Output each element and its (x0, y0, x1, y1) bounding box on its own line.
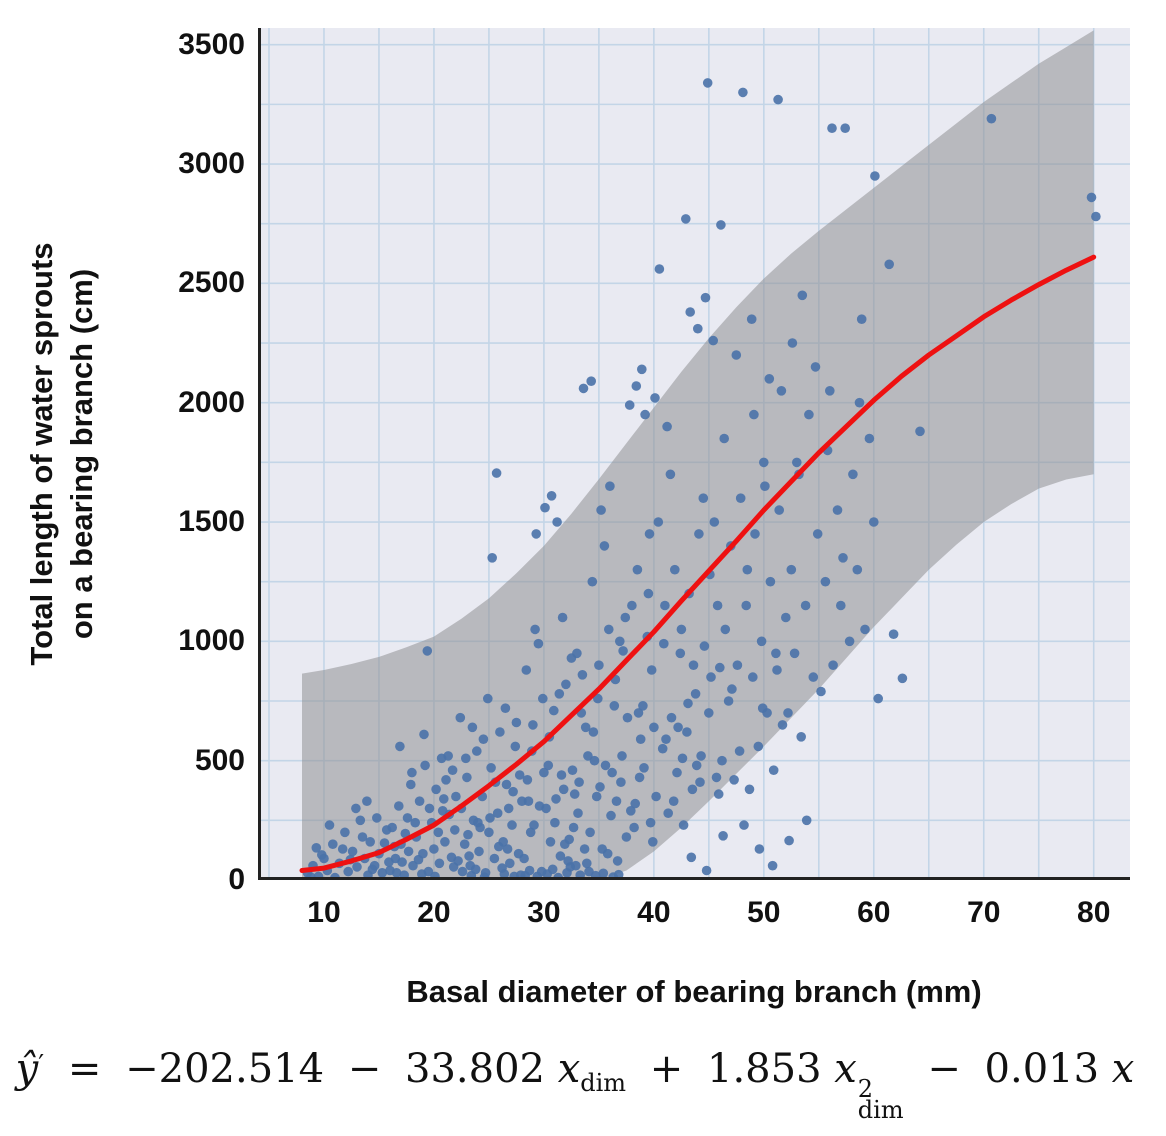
y-axis-title-line1: Total length of water sprouts (24, 242, 59, 666)
equation-intercept: −202.514 (125, 1046, 325, 1092)
equation-scripts-quadratic: 2 dim (857, 1075, 904, 1124)
equation-sub-dim: dim (580, 1069, 627, 1097)
y-tick-label: 2000 (178, 385, 245, 419)
x-tick-label: 60 (857, 896, 891, 929)
equation-plus: + (649, 1046, 684, 1092)
y-tick-label: 2500 (178, 266, 245, 300)
confidence-band (302, 30, 1094, 880)
scatter-plot (258, 28, 1130, 880)
y-tick-label: 3500 (178, 27, 245, 61)
equation-coef-linear: 33.802 (405, 1046, 545, 1092)
y-tick-label: 500 (194, 743, 245, 777)
equation-equals: = (67, 1046, 102, 1092)
x-axis-title: Basal diameter of bearing branch (mm) (406, 974, 982, 1009)
equation-coef-quadratic: 1.853 (707, 1046, 822, 1092)
x-tick-label: 50 (747, 896, 781, 929)
regression-line (299, 254, 1097, 873)
regression-equation: ŷ′ = −202.514 − 33.802 xdim + 1.853 x 2 di… (0, 1046, 1150, 1136)
equation-x-cubic: x (1111, 1046, 1135, 1092)
scatter-points (302, 78, 1101, 880)
equation-sup-2: 2 (857, 1075, 874, 1103)
equation-x-linear: x (557, 1046, 581, 1092)
x-tick-label: 80 (1077, 896, 1111, 929)
x-tick-label: 70 (967, 896, 1001, 929)
y-axis-title: Total length of water sprouts on a bearin… (22, 28, 102, 880)
equation-x-quadratic: x (834, 1046, 857, 1092)
y-tick-label: 0 (228, 863, 245, 896)
x-tick-label: 10 (307, 896, 341, 929)
y-tick-label: 1000 (178, 624, 245, 658)
equation-minus: − (347, 1046, 382, 1092)
equation-y-hat: ŷ (15, 1046, 39, 1092)
equation-prime: ′ (38, 1050, 45, 1080)
x-tick-label: 30 (527, 896, 561, 929)
y-tick-label: 3000 (178, 147, 245, 181)
y-tick-label: 1500 (178, 505, 245, 539)
x-tick-label: 40 (637, 896, 671, 929)
y-axis-title-line2: on a bearing branch (cm) (64, 268, 99, 640)
equation-minus: − (927, 1046, 961, 1092)
x-tick-label: 20 (417, 896, 451, 929)
equation-coef-cubic: 0.013 (984, 1046, 1100, 1092)
equation-sub-dim: dim (857, 1096, 904, 1124)
